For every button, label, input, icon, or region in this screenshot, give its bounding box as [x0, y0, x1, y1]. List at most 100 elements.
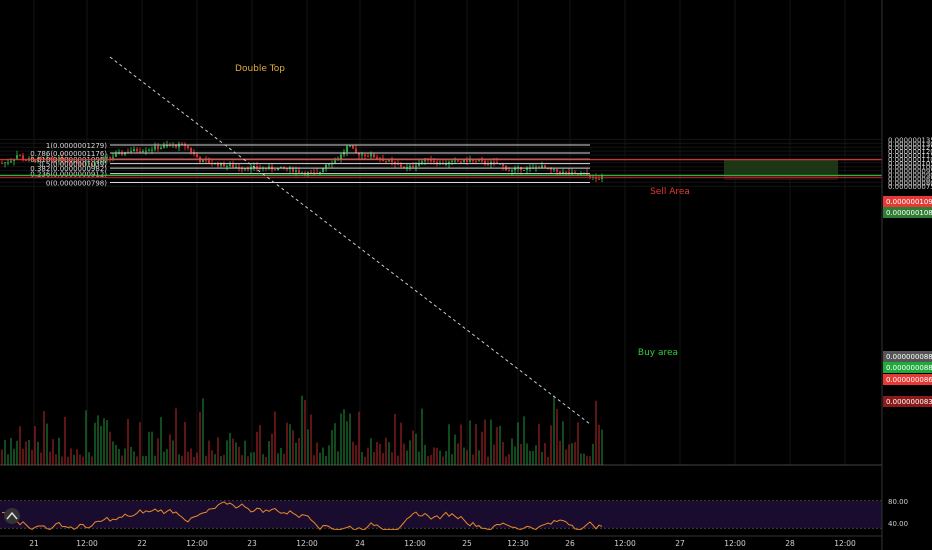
volume-bar: [130, 446, 132, 465]
volume-bar: [64, 416, 66, 465]
volume-bar: [337, 451, 339, 465]
volume-bar: [217, 437, 219, 465]
candle-body: [25, 160, 27, 162]
volume-bar: [553, 395, 555, 465]
candle-body: [235, 167, 237, 169]
scroll-button[interactable]: [4, 508, 20, 524]
volume-bar: [358, 411, 360, 465]
candle-body: [328, 164, 330, 166]
candle-body: [106, 156, 108, 159]
candle-body: [502, 163, 504, 166]
candle-body: [361, 154, 363, 156]
candle-body: [160, 147, 162, 149]
volume-bar: [595, 400, 597, 465]
candle-body: [10, 161, 12, 163]
candle-body: [256, 166, 258, 169]
volume-bar: [139, 422, 141, 465]
volume-bar: [322, 447, 324, 465]
candle-body: [454, 160, 456, 162]
volume-bar: [451, 454, 453, 465]
price-tick-label: 0.0000001050: [888, 160, 932, 168]
price-label-bg: [883, 374, 932, 385]
volume-bar: [199, 411, 201, 465]
volume-bar: [514, 446, 516, 465]
volume-bar: [112, 441, 114, 465]
candle-body: [196, 154, 198, 158]
volume-bar: [520, 443, 522, 465]
volume-bar: [136, 456, 138, 465]
volume-bar: [457, 443, 459, 465]
volume-bar: [58, 437, 60, 465]
candle-body: [244, 168, 246, 170]
candle-body: [97, 161, 99, 163]
volume-bar: [409, 440, 411, 465]
volume-bar: [97, 415, 99, 465]
time-tick-label: 12:00: [76, 539, 98, 548]
volume-bar: [202, 398, 204, 465]
volume-bar: [247, 456, 249, 465]
volume-bar: [304, 399, 306, 465]
candle-body: [136, 148, 138, 152]
volume-bar: [433, 447, 435, 465]
volume-bar: [277, 453, 279, 465]
candle-body: [334, 160, 336, 164]
candle-body: [589, 174, 591, 178]
volume-bar: [55, 454, 57, 465]
candle-body: [553, 169, 555, 171]
candle-body: [523, 170, 525, 172]
candle-body: [286, 168, 288, 170]
volume-bar: [328, 445, 330, 465]
price-tick-label: 0.0000000900: [888, 172, 932, 180]
price-tick-label: 0.0000000950: [888, 168, 932, 176]
volume-bar: [28, 440, 30, 465]
candle-body: [49, 157, 51, 160]
candle-body: [355, 148, 357, 153]
volume-bar: [19, 426, 21, 465]
candle-body: [190, 148, 192, 153]
candle-body: [46, 157, 48, 159]
volume-bar: [187, 451, 189, 465]
volume-bar: [424, 444, 426, 465]
volume-bar: [415, 433, 417, 465]
candle-body: [595, 176, 597, 179]
volume-bar: [364, 456, 366, 465]
volume-bar: [484, 419, 486, 465]
volume-bar: [118, 449, 120, 465]
volume-bar: [205, 455, 207, 465]
time-tick-label: 27: [675, 539, 685, 548]
candle-body: [409, 165, 411, 168]
volume-bar: [238, 446, 240, 465]
candle-body: [130, 151, 132, 153]
candle-body: [58, 157, 60, 161]
candle-body: [64, 160, 66, 162]
volume-bar: [52, 439, 54, 465]
candle-body: [544, 165, 546, 168]
volume-bar: [307, 429, 309, 465]
candle-body: [469, 160, 471, 162]
volume-bar: [40, 452, 42, 465]
volume-bar: [556, 409, 558, 465]
volume-bar: [325, 456, 327, 465]
volume-bar: [223, 454, 225, 465]
candle-body: [91, 163, 93, 166]
volume-bar: [184, 421, 186, 465]
volume-bar: [403, 443, 405, 465]
candle-body: [418, 162, 420, 166]
price-label-bg: [883, 396, 932, 407]
candle-body: [157, 146, 159, 149]
candle-body: [340, 154, 342, 159]
price-label-text: 0.0000000865: [886, 376, 932, 384]
candle-body: [133, 148, 135, 152]
sell-area-label: Sell Area: [650, 187, 690, 197]
volume-bar: [517, 422, 519, 465]
volume-bar: [313, 455, 315, 465]
price-label-bg: [883, 207, 932, 218]
candle-body: [166, 145, 168, 147]
candle-body: [376, 157, 378, 159]
volume-bar: [574, 442, 576, 465]
time-tick-label: 12:00: [834, 539, 856, 548]
candle-body: [385, 161, 387, 163]
volume-bar: [577, 422, 579, 465]
